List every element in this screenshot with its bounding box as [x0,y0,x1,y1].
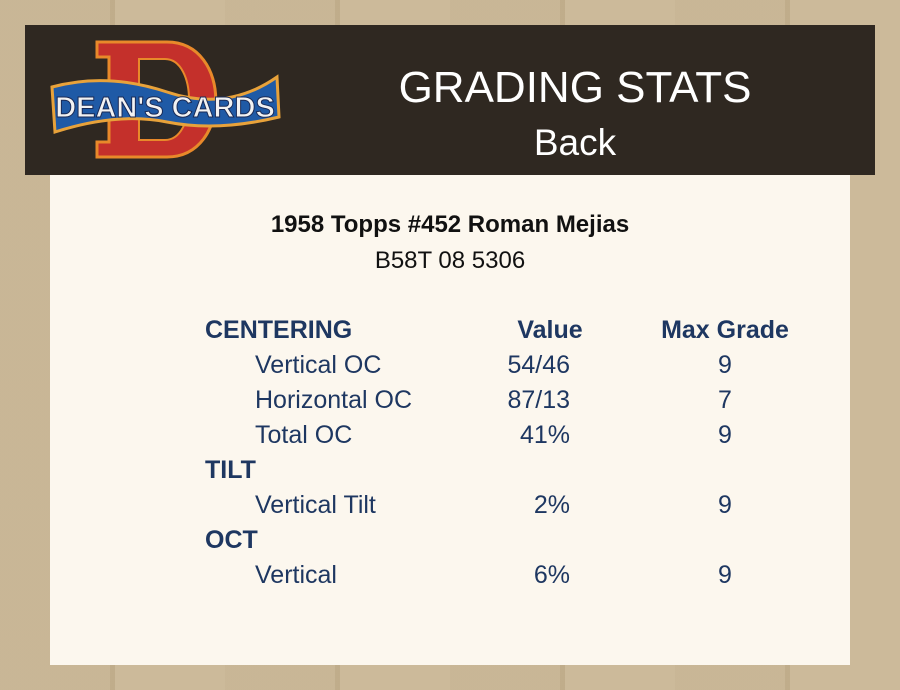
section-label: TILT [205,456,256,484]
table-row: Vertical OC 54/46 9 [50,351,850,386]
deans-cards-logo: DEAN'S CARDS [50,40,281,159]
table-row: Horizontal OC 87/13 7 [50,386,850,421]
max-grade: 9 [718,421,732,449]
table-row: Total OC 41% 9 [50,421,850,456]
max-grade: 9 [718,351,732,379]
max-grade: 7 [718,386,732,414]
stats-panel: 1958 Topps #452 Roman Mejias B58T 08 530… [50,175,850,665]
metric-label: Horizontal OC [255,386,412,414]
metric-label: Vertical Tilt [255,491,376,519]
metric-value: 87/13 [507,386,570,414]
value-header: Value [517,316,583,344]
metric-value: 41% [519,421,570,449]
svg-text:DEAN'S CARDS: DEAN'S CARDS [55,92,275,124]
page-subtitle: Back [533,122,617,163]
metric-value: 6% [533,561,570,589]
section-centering: CENTERING [205,316,353,344]
metric-label: Vertical [255,561,337,589]
table-row: Vertical 6% 9 [50,561,850,596]
page-title: GRADING STATS [398,63,752,112]
section-label: OCT [205,526,258,554]
max-grade: 9 [718,561,732,589]
table-row: Vertical Tilt 2% 9 [50,491,850,526]
header: DEAN'S CARDS GRADING STATS Back [25,25,875,175]
max-grade-header: Max Grade [661,316,789,344]
metric-value: 2% [533,491,570,519]
card-code: B58T 08 5306 [374,247,526,274]
metric-label: Vertical OC [255,351,382,379]
metric-value: 54/46 [507,351,570,379]
metric-label: Total OC [255,421,353,449]
table-header: CENTERING Value Max Grade [50,316,850,351]
card-name: 1958 Topps #452 Roman Mejias [270,211,630,238]
max-grade: 9 [718,491,732,519]
section-header: TILT [50,456,850,491]
section-header: OCT [50,526,850,561]
